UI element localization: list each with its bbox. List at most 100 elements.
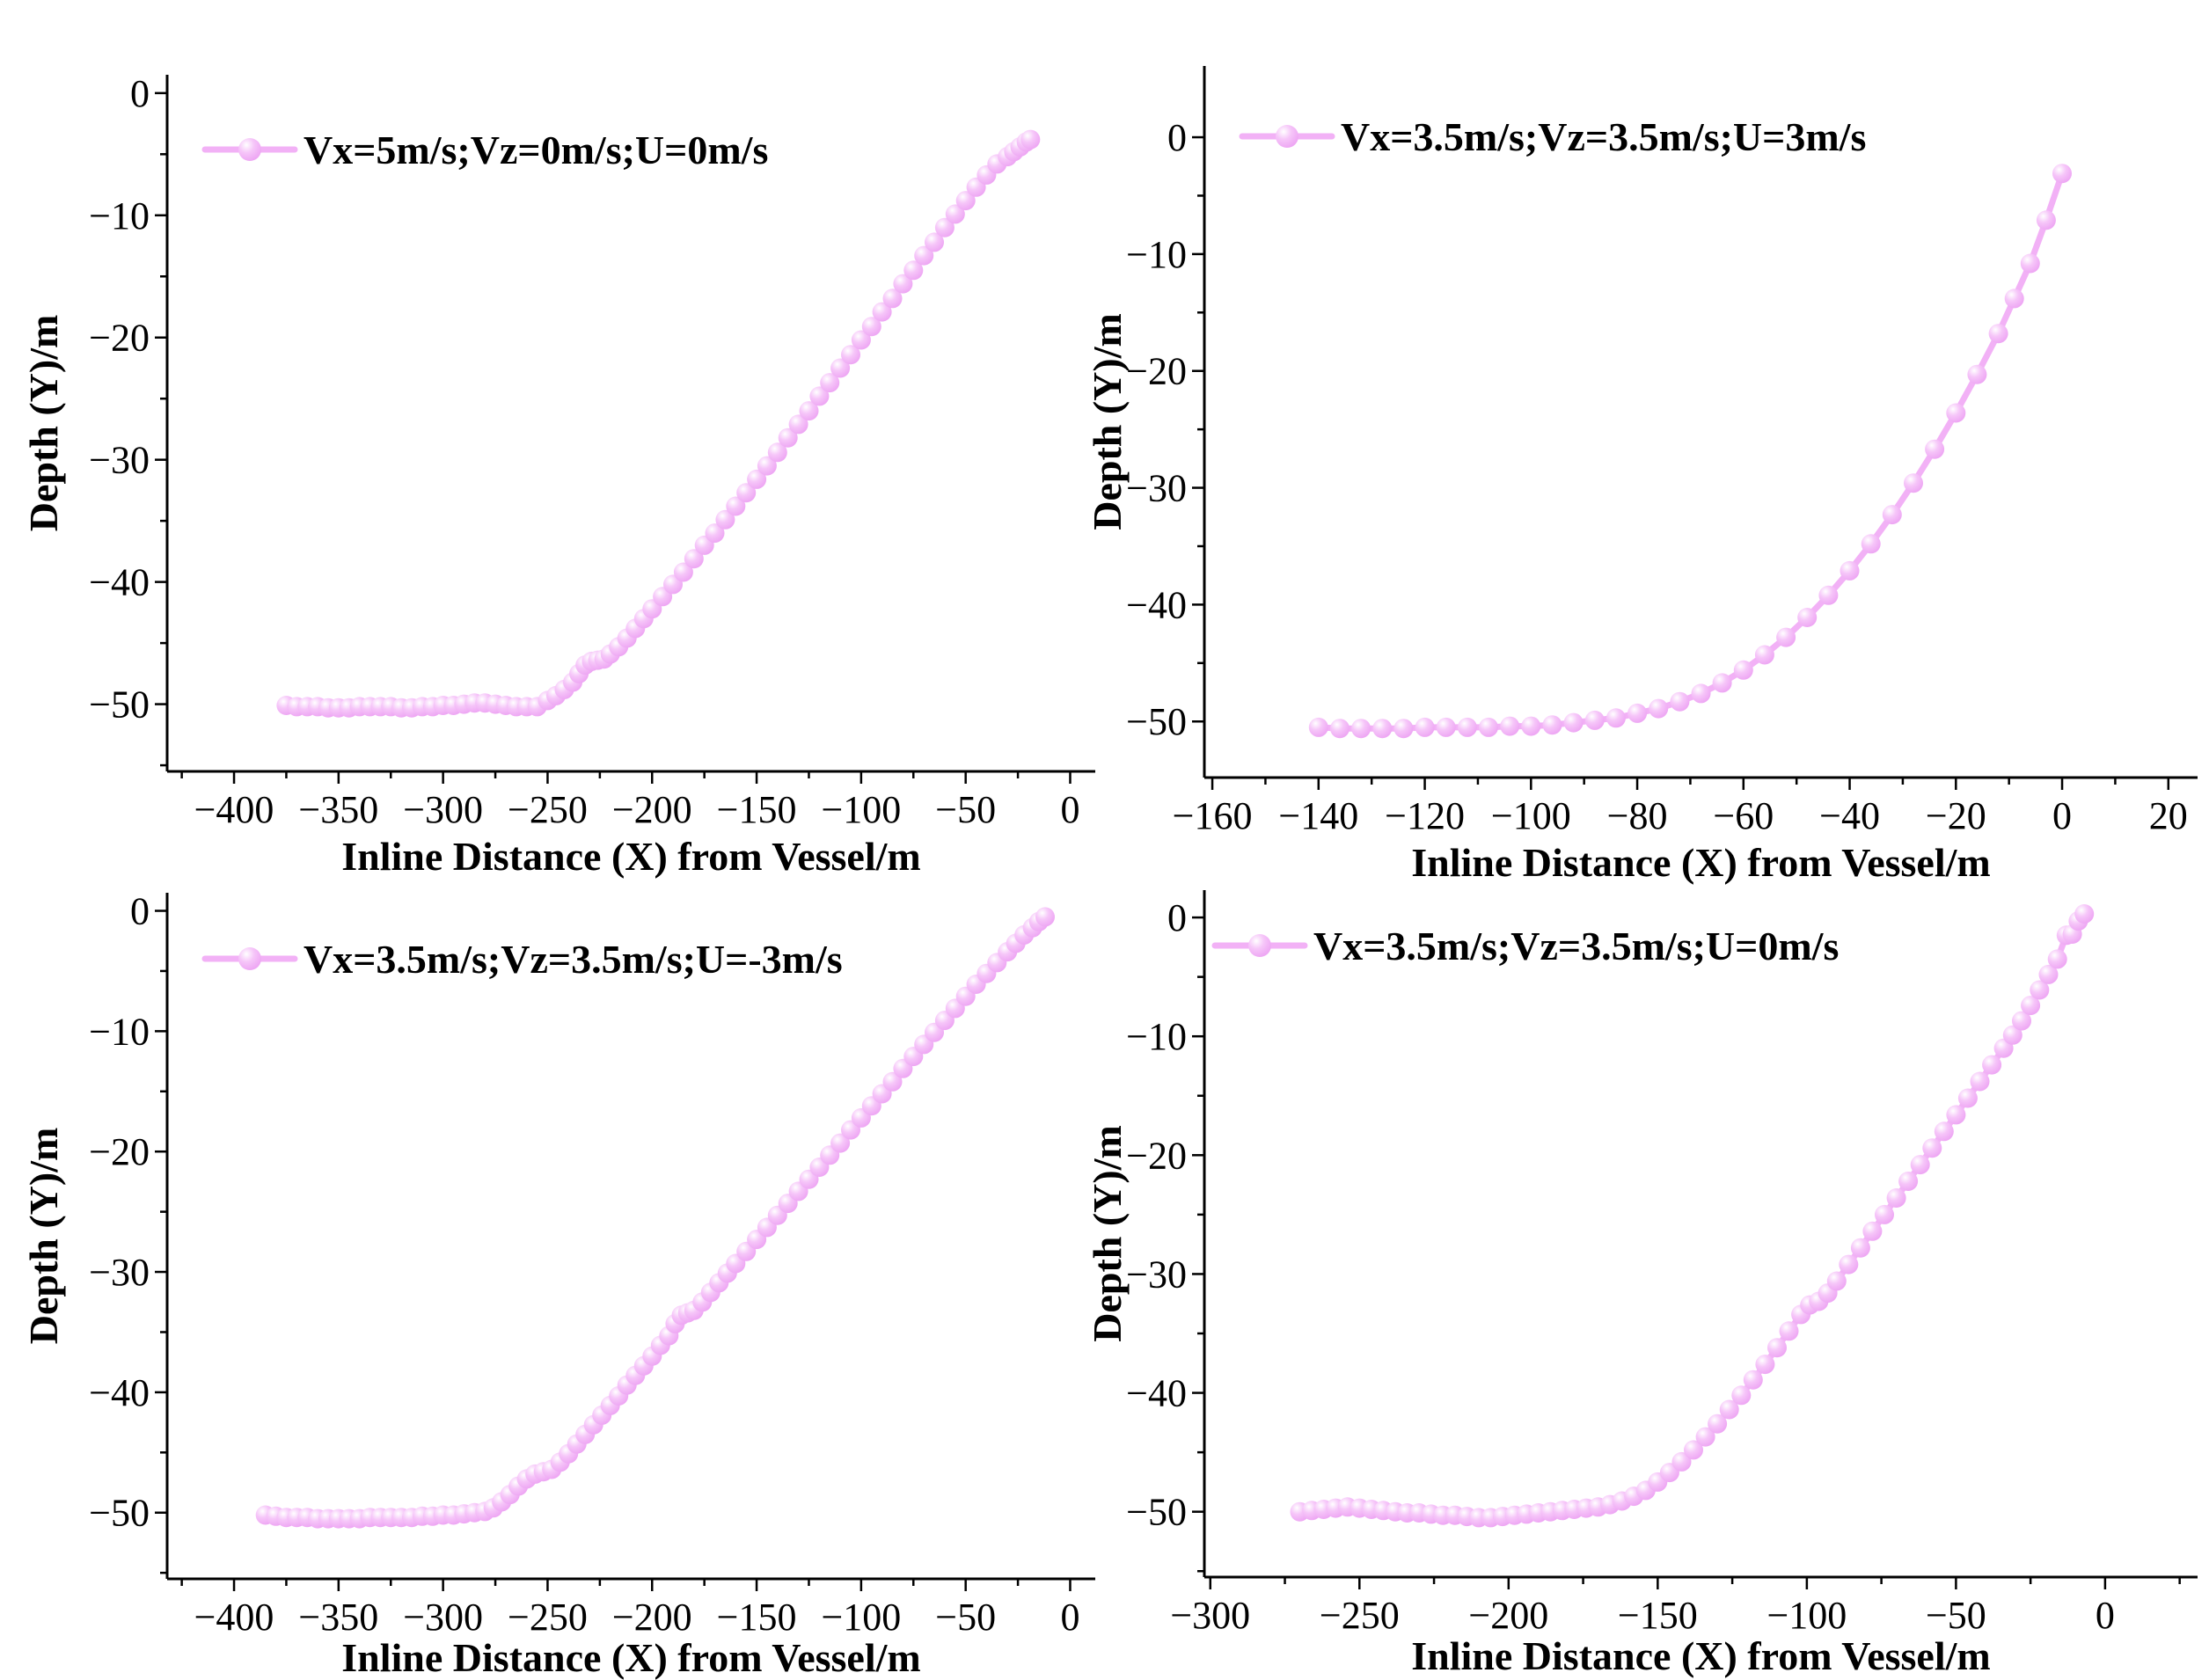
data-point-marker (1826, 1271, 1847, 1291)
y-tick-label: −50 (1126, 1491, 1187, 1534)
y-axis-title: Depth (Y)/m (21, 1128, 66, 1345)
data-point-marker (2074, 904, 2095, 924)
data-point-marker (1500, 716, 1520, 736)
data-point-marker (2020, 253, 2040, 274)
x-tick-label: −100 (1491, 794, 1571, 837)
data-point-marker (1754, 645, 1774, 665)
chart-bottom-left: −400 −350 −300 −250 −200 −150 −100 −50 0 0 −10 −20 −… (21, 890, 1095, 1680)
data-point-marker (1850, 1238, 1870, 1258)
data-point-marker (715, 509, 735, 530)
x-tick-label: −200 (612, 788, 692, 831)
data-point-marker (893, 274, 913, 294)
data-point-marker (1415, 717, 1435, 737)
data-point-marker (1779, 1321, 1799, 1341)
data-point-marker (1684, 1440, 1703, 1460)
data-point-marker (934, 217, 955, 237)
data-point-marker (903, 260, 924, 281)
x-axis-title: Inline Distance (X) from Vessel/m (341, 834, 920, 879)
data-point-marker (2052, 164, 2072, 184)
legend-marker-sample (238, 138, 261, 161)
data-point-marker (1840, 560, 1860, 581)
y-tick-label: −10 (1126, 233, 1187, 276)
data-point-marker (2030, 980, 2050, 1000)
data-point-marker (914, 245, 934, 266)
x-tick-label: −350 (298, 788, 378, 831)
data-point-marker (1922, 1138, 1942, 1158)
data-point-marker (1910, 1155, 1930, 1175)
data-point-marker (2021, 996, 2041, 1016)
x-tick-label: −120 (1385, 794, 1465, 837)
x-tick-label: −20 (1926, 794, 1986, 837)
data-point-marker (1946, 1105, 1966, 1125)
y-tick-label: −30 (89, 439, 150, 482)
data-point-marker (1719, 1399, 1739, 1420)
data-point-marker (1886, 1188, 1906, 1208)
data-point-marker (1584, 710, 1605, 730)
data-point-marker (1967, 364, 1987, 384)
data-point-marker (2004, 289, 2024, 309)
x-tick-label: −250 (508, 1596, 588, 1639)
data-point-marker (1035, 907, 1055, 927)
y-tick-label: −20 (1126, 350, 1187, 393)
data-point-marker (882, 289, 903, 309)
series-line (282, 136, 1034, 712)
data-point-marker (925, 232, 944, 252)
data-point-marker (799, 401, 819, 421)
data-point-marker (1731, 1385, 1752, 1406)
data-point-marker (945, 204, 965, 224)
data-point-marker (1708, 1413, 1728, 1434)
data-point-marker (1649, 698, 1669, 719)
data-point-marker (757, 456, 777, 476)
y-axis-title: Depth (Y)/m (1085, 313, 1130, 530)
y-tick-label: −40 (1126, 583, 1187, 626)
legend-marker-sample (1276, 125, 1298, 148)
x-axis-title: Inline Distance (X) from Vessel/m (1411, 1633, 1990, 1678)
data-point-marker (747, 469, 767, 489)
data-point-marker (2047, 949, 2067, 969)
y-tick-label: −40 (89, 1371, 150, 1414)
y-tick-label: −30 (89, 1251, 150, 1294)
data-point-marker (1712, 673, 1732, 693)
series-line (1315, 170, 2066, 732)
x-tick-label: −250 (508, 788, 588, 831)
y-tick-label: −30 (1126, 467, 1187, 510)
y-tick-label: −40 (89, 561, 150, 604)
x-tick-label: −300 (403, 1596, 483, 1639)
data-point-marker (1695, 1427, 1715, 1447)
x-tick-label: −150 (717, 1596, 797, 1639)
data-point-marker (2002, 1025, 2022, 1045)
x-tick-label: −60 (1713, 794, 1774, 837)
data-point-marker (684, 549, 704, 569)
data-point-marker (2038, 964, 2059, 984)
x-tick-label: −100 (821, 1596, 901, 1639)
data-point-marker (673, 562, 693, 582)
x-tick-label: −50 (1926, 1594, 1986, 1637)
x-tick-label: −160 (1173, 794, 1253, 837)
data-point-marker (1862, 1221, 1883, 1241)
data-point-marker (1020, 129, 1041, 150)
data-point-marker (955, 191, 976, 211)
data-point-marker (778, 427, 798, 448)
series-line (1297, 910, 2088, 1521)
x-tick-label: −50 (935, 1596, 996, 1639)
data-point-marker (1563, 712, 1584, 733)
y-tick-label: 0 (1167, 896, 1187, 939)
data-point-marker (830, 1133, 851, 1153)
data-point-marker (882, 1071, 903, 1092)
data-point-marker (1330, 719, 1350, 739)
data-point-marker (1861, 534, 1881, 554)
data-point-marker (1818, 585, 1839, 605)
x-tick-label: −40 (1819, 794, 1880, 837)
data-point-marker (830, 358, 851, 378)
x-tick-label: −400 (194, 1596, 274, 1639)
y-tick-label: −10 (89, 1010, 150, 1053)
data-point-marker (1542, 715, 1562, 735)
x-tick-label: −200 (612, 1596, 692, 1639)
x-tick-label: −400 (194, 788, 274, 831)
data-point-marker (1776, 627, 1796, 647)
y-tick-label: −40 (1126, 1372, 1187, 1415)
data-point-marker (1925, 439, 1945, 459)
x-tick-label: −100 (1766, 1594, 1847, 1637)
y-tick-label: −10 (89, 194, 150, 237)
